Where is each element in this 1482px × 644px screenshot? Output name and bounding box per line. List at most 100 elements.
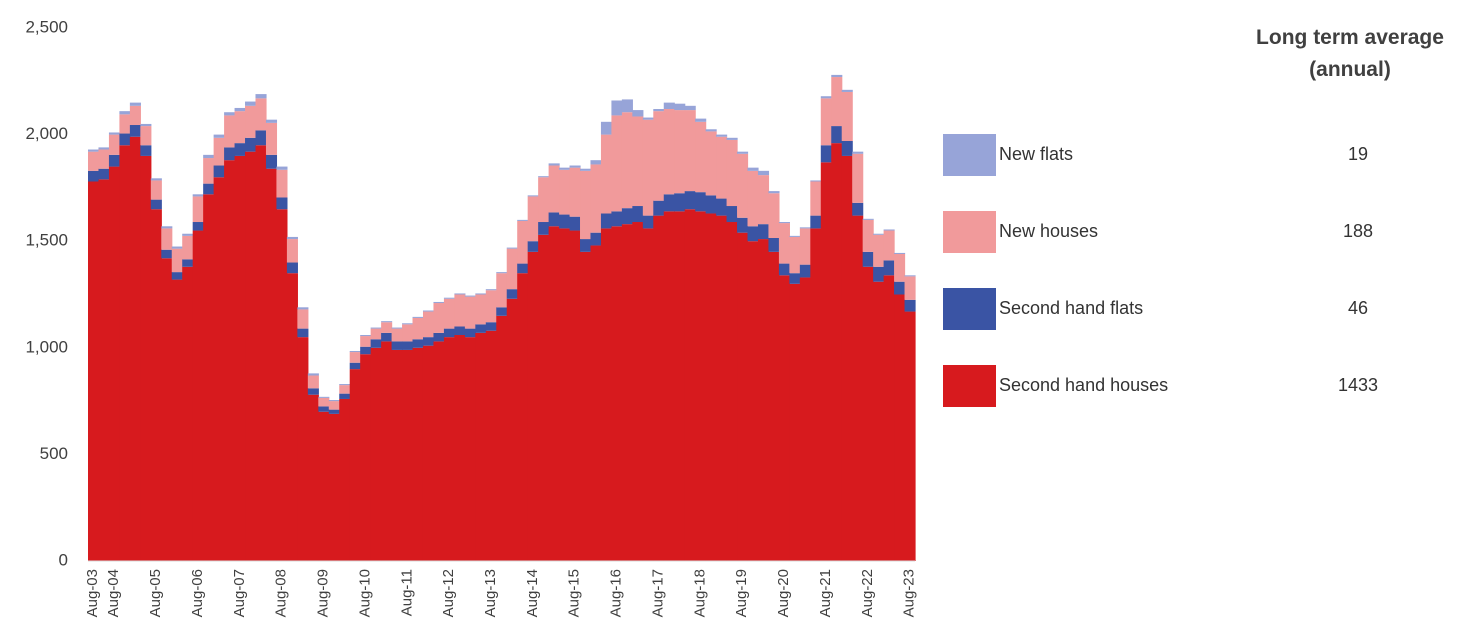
bar-segment — [695, 118, 707, 122]
bar-segment — [799, 277, 811, 561]
bar-segment — [297, 328, 309, 338]
bar-segment — [590, 232, 602, 246]
bar-segment — [517, 263, 529, 274]
bar-segment — [517, 220, 529, 264]
bar-segment — [108, 134, 121, 155]
bar-segment — [663, 109, 675, 195]
bar-segment — [297, 307, 309, 310]
bar-segment — [140, 126, 152, 146]
bar-segment — [349, 352, 361, 363]
bar-segment — [695, 121, 707, 193]
bar-segment — [182, 266, 194, 561]
bar-segment — [684, 209, 696, 561]
bar-segment — [307, 375, 319, 389]
bar-segment — [820, 162, 832, 562]
bar-segment — [422, 311, 435, 338]
bar-segment — [255, 94, 267, 99]
x-tick-label: Aug-08 — [273, 569, 290, 617]
bar-segment — [674, 193, 686, 212]
bar-segment — [360, 336, 372, 347]
bar-segment — [318, 396, 330, 398]
bar-segment — [621, 208, 633, 225]
bar-segment — [580, 239, 592, 252]
bar-segment — [820, 98, 832, 146]
bar-segment — [527, 241, 539, 252]
bar-segment — [726, 222, 738, 561]
bar-segment — [653, 215, 665, 561]
bar-segment — [161, 228, 173, 250]
bar-segment — [475, 332, 487, 561]
legend-label: Second hand flats — [999, 298, 1143, 318]
bar-segment — [381, 341, 393, 561]
bar-segment — [548, 165, 560, 213]
y-tick-label: 1,500 — [25, 231, 68, 250]
bar-segment — [904, 311, 916, 561]
bar-segment — [381, 332, 393, 342]
bar-segment — [883, 260, 895, 276]
bar-segment — [831, 126, 843, 144]
bar-segment — [506, 248, 518, 290]
legend-average: 46 — [1348, 298, 1368, 318]
bar-segment — [653, 111, 665, 201]
bar-segment — [559, 228, 571, 561]
bar-segment — [600, 121, 613, 135]
bar-segment — [454, 326, 466, 336]
bar-segment — [810, 228, 822, 561]
bar-segment — [621, 224, 633, 562]
x-tick-label: Aug-14 — [524, 569, 541, 617]
bar-segment — [716, 215, 728, 561]
bar-segment — [820, 145, 832, 163]
bar-segment — [140, 155, 152, 562]
bar-segment — [276, 209, 288, 561]
bar-segment — [433, 332, 445, 342]
bar-segment — [768, 193, 780, 239]
bar-segment — [621, 99, 633, 113]
bar-segment — [391, 328, 403, 342]
bar-segment — [119, 145, 131, 561]
bar-segment — [276, 197, 288, 210]
bar-segment — [328, 409, 340, 414]
bar-segment — [318, 397, 330, 407]
bar-segment — [862, 266, 874, 561]
bar-segment — [590, 164, 602, 233]
bar-segment — [422, 345, 435, 561]
legend-average: 19 — [1348, 144, 1368, 164]
bar-segment — [140, 145, 152, 156]
bar-segment — [171, 248, 183, 273]
bar-segment — [642, 117, 654, 120]
bar-segment — [265, 122, 278, 155]
bar-segment — [799, 264, 811, 278]
bar-segment — [255, 145, 267, 561]
bar-segment — [339, 385, 351, 394]
x-tick-label: Aug-22 — [859, 569, 876, 617]
legend-average: 188 — [1343, 221, 1373, 241]
bar-segment — [402, 349, 414, 561]
bar-segment — [485, 322, 497, 331]
bar-segment — [506, 289, 518, 299]
bar-segment — [527, 195, 539, 197]
bar-segment — [799, 227, 811, 229]
bar-segment — [234, 143, 246, 156]
bar-segment — [307, 394, 319, 561]
bar-segment — [129, 105, 141, 126]
bar-segment — [737, 217, 749, 233]
bar-segment — [705, 129, 717, 132]
bar-segment — [705, 213, 717, 561]
bar-segment — [182, 233, 194, 236]
bar-segment — [108, 132, 121, 135]
bar-segment — [339, 384, 351, 386]
bar-segment — [88, 181, 100, 561]
bar-segment — [684, 110, 696, 192]
bar-segment — [454, 335, 466, 561]
bar-segment — [161, 249, 173, 259]
bar-segment — [391, 341, 403, 350]
bar-segment — [894, 294, 906, 561]
bar-segment — [370, 339, 382, 348]
bar-segment — [402, 323, 414, 325]
bar-segment — [412, 347, 424, 561]
bar-segment — [747, 167, 759, 171]
bar-segment — [757, 239, 770, 561]
bar-segment — [245, 151, 257, 561]
bar-segment — [757, 170, 770, 176]
bar-segment — [611, 211, 623, 227]
